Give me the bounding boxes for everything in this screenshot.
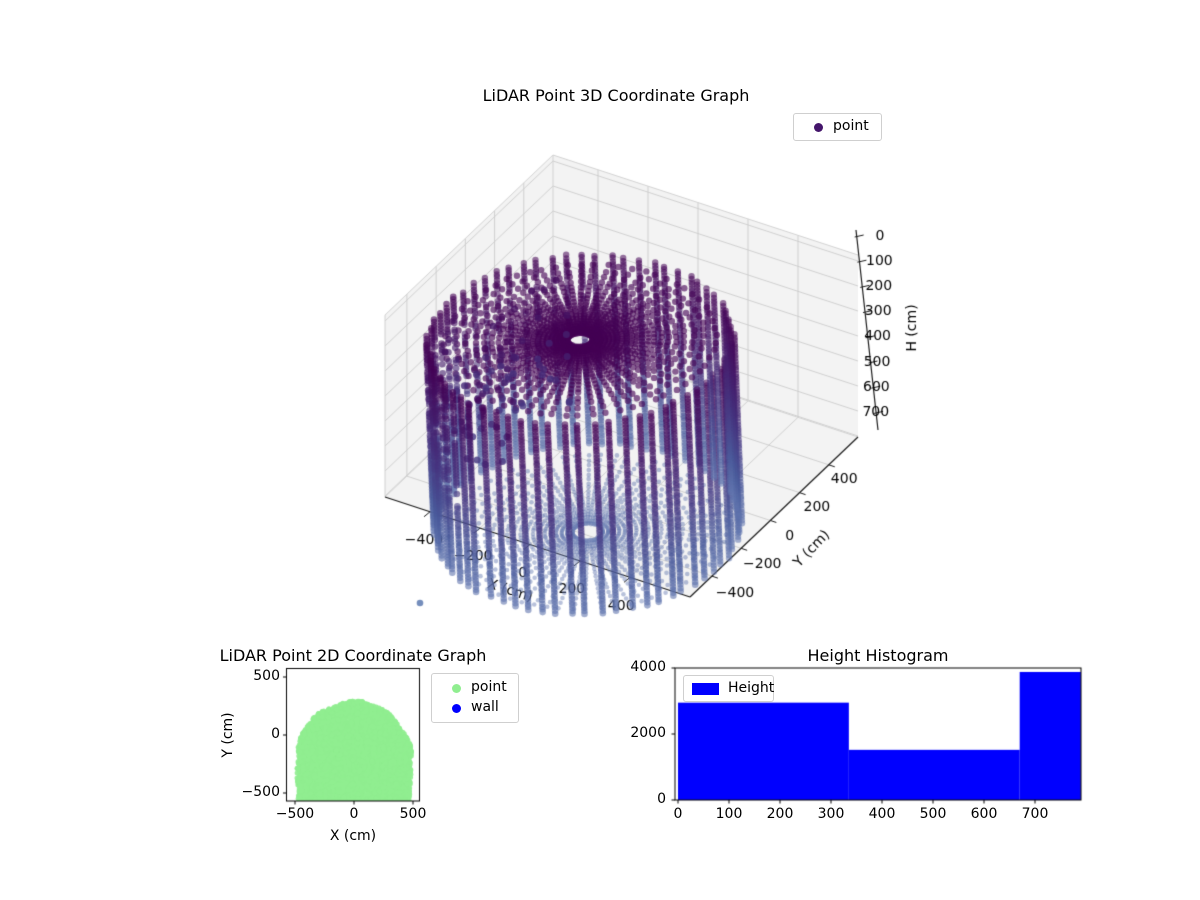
matplotlib-figure: LiDAR Point 3D Coordinate Graph LiDAR Po… xyxy=(0,0,1200,900)
plots-canvas xyxy=(0,0,1200,900)
